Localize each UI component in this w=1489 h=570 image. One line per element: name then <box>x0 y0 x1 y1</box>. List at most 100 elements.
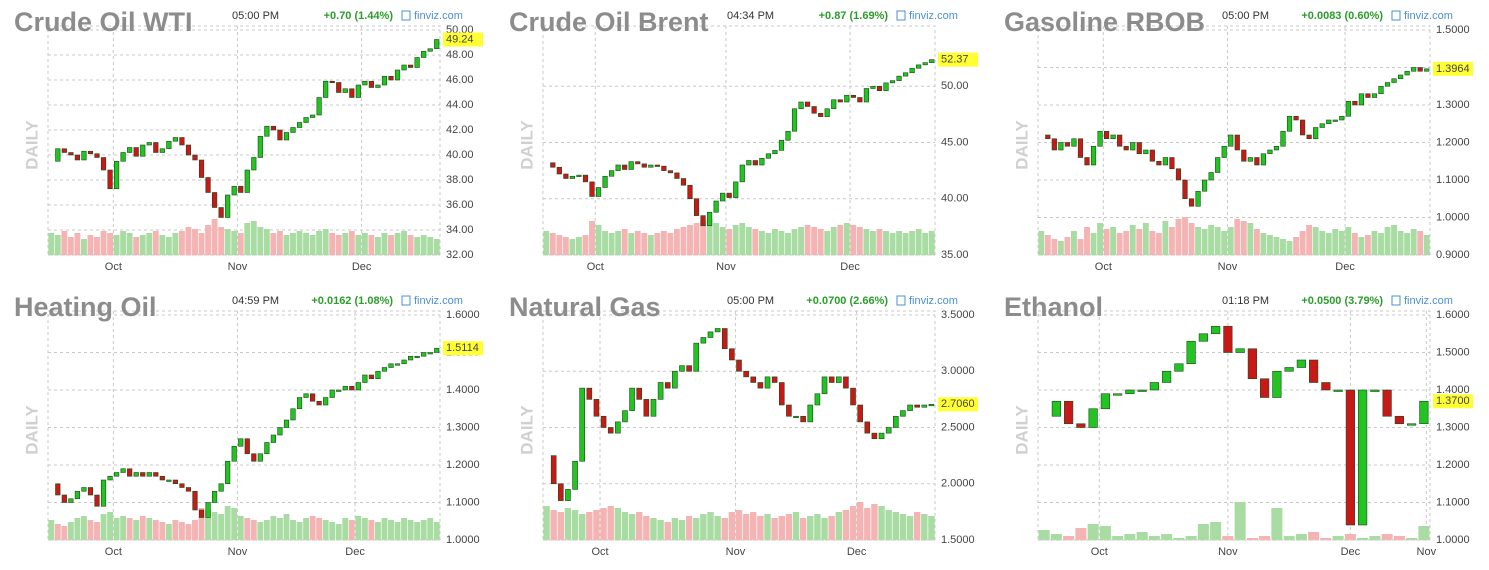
candle <box>1058 142 1064 151</box>
y-tick-label: 1.3000 <box>1436 421 1470 433</box>
last-price-box <box>938 397 978 412</box>
volume-bar <box>667 233 674 255</box>
y-tick-label: 1.0000 <box>1436 534 1470 546</box>
candle <box>218 483 224 492</box>
volume-bar <box>643 516 650 540</box>
volume-bar <box>856 227 863 255</box>
volume-bar <box>693 518 700 540</box>
x-tick-label: Dec <box>1335 261 1355 273</box>
volume-bar <box>608 233 615 255</box>
volume-bar <box>120 516 127 540</box>
candle <box>414 355 420 359</box>
volume-bar <box>296 231 303 255</box>
volume-bar <box>771 229 778 255</box>
candle <box>550 455 557 485</box>
volume-bar <box>374 237 381 255</box>
candle <box>408 64 414 68</box>
candle <box>1186 340 1196 365</box>
candle <box>679 365 685 372</box>
volume-bar <box>348 231 355 255</box>
candle <box>831 99 837 110</box>
candle <box>296 397 303 410</box>
volume-bar <box>1234 219 1241 255</box>
candle <box>212 192 218 208</box>
candle <box>81 150 87 161</box>
candle <box>1345 389 1355 526</box>
x-tick-label: Nov <box>1218 546 1238 558</box>
volume-bar <box>721 518 728 540</box>
candle <box>569 175 575 179</box>
volume-bar <box>1112 536 1124 540</box>
candle <box>1272 370 1282 398</box>
last-price: 1.3964 <box>1436 63 1470 75</box>
volume-bar <box>719 227 726 255</box>
chart-panel: 32.00 34.00 36.00 38.00 40.00 42.00 44.00 46.00… <box>14 7 483 273</box>
volume-bar <box>1273 237 1280 255</box>
candle <box>218 207 224 218</box>
candle <box>140 472 146 477</box>
volume-bar <box>1090 233 1097 255</box>
candle <box>1110 134 1116 140</box>
candle <box>270 434 276 443</box>
volume-bar <box>899 514 907 540</box>
volume-bar <box>915 229 922 255</box>
volume-bar <box>745 227 752 255</box>
candle <box>864 421 871 434</box>
volume-bar <box>700 514 707 540</box>
volume-bar <box>100 231 107 255</box>
volume-bar <box>205 510 212 540</box>
volume-bar <box>909 231 916 255</box>
volume-bar <box>303 233 310 255</box>
candle <box>609 170 615 177</box>
candle <box>1321 382 1331 391</box>
candle <box>1175 168 1182 181</box>
candle <box>1208 172 1214 181</box>
candle <box>133 147 139 157</box>
volume-bar <box>394 522 401 540</box>
volume-bar <box>650 518 657 540</box>
candle <box>1064 142 1070 147</box>
change: +0.0500 (3.79%) <box>1301 295 1383 307</box>
volume-bar <box>1234 502 1246 540</box>
volume-bar <box>1381 534 1393 540</box>
candle <box>863 88 869 103</box>
candle <box>586 387 593 400</box>
candle <box>159 148 165 153</box>
candle <box>394 69 401 81</box>
y-tick-label: 1.1000 <box>1436 496 1470 508</box>
volume-bar <box>569 239 576 255</box>
volume-bar <box>1057 241 1064 255</box>
volume-bar <box>1286 241 1293 255</box>
volume-bar <box>80 239 87 255</box>
volume-bar <box>1149 231 1156 255</box>
volume-bar <box>152 231 159 255</box>
candle <box>1188 198 1195 207</box>
candle <box>310 114 316 118</box>
last-price-box <box>443 32 483 47</box>
volume-bar <box>381 233 388 255</box>
candle <box>1267 149 1273 155</box>
volume-bar <box>1384 227 1391 255</box>
candle <box>381 75 388 86</box>
candle <box>1125 389 1135 395</box>
time: 05:00 PM <box>232 10 279 22</box>
candle <box>87 150 94 155</box>
y-tick-label: 34.00 <box>446 224 474 236</box>
chart-title: Ethanol <box>1004 292 1103 322</box>
volume-bar <box>192 229 198 255</box>
x-tick-label: Oct <box>591 546 608 558</box>
volume-bar <box>830 227 837 255</box>
candle <box>641 163 647 168</box>
volume-bar <box>342 518 349 540</box>
candle <box>1123 145 1129 151</box>
candle <box>1156 160 1162 166</box>
y-tick-label: 1.1000 <box>446 496 480 508</box>
candle <box>595 187 602 197</box>
candle <box>909 67 915 74</box>
volume-bar <box>1210 522 1222 540</box>
volume-bar <box>401 518 408 540</box>
volume-bar <box>133 520 140 540</box>
candle <box>394 363 401 366</box>
y-tick-label: 32.00 <box>446 249 474 261</box>
volume-bar <box>678 520 686 540</box>
